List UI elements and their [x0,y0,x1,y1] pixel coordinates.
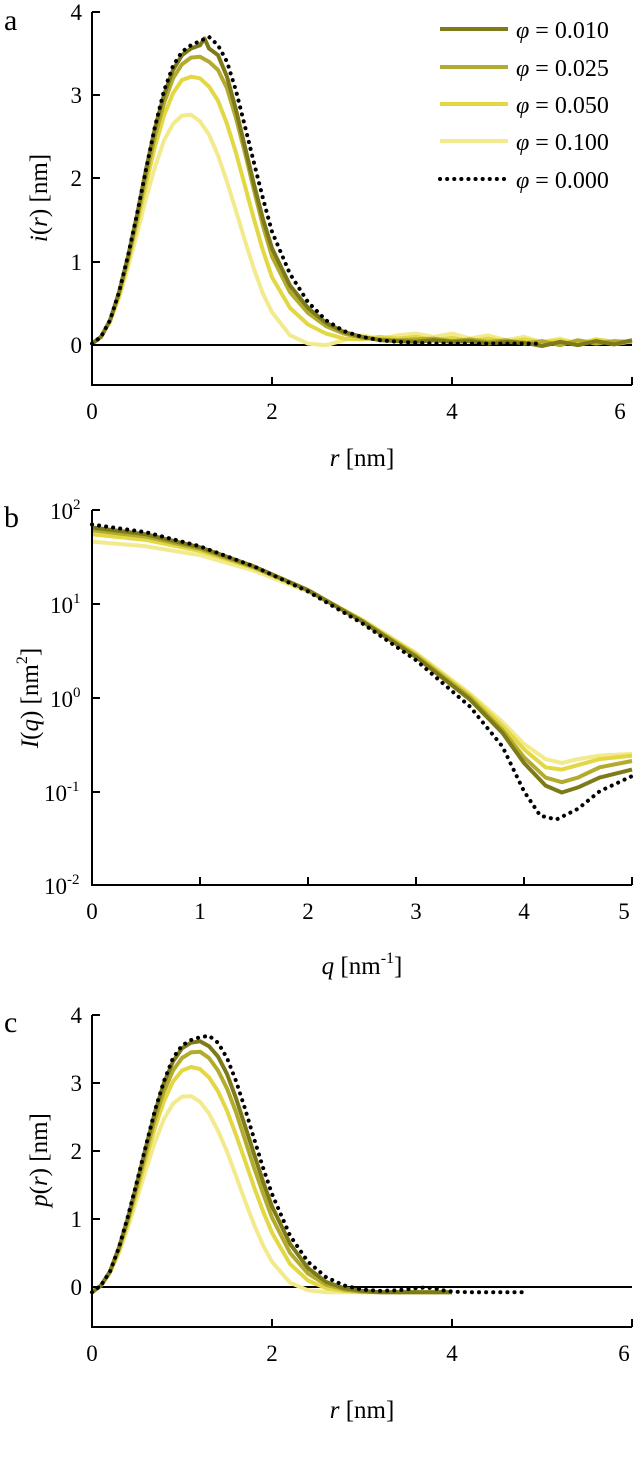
legend-entry: φ = 0.100 [440,130,609,156]
panel-a-xtick-label: 4 [446,399,458,424]
legend-label: φ = 0.050 [516,93,609,119]
series-line-phi-0-000 [90,34,544,346]
panel-c-ytick-label: 4 [71,1003,83,1028]
panel-b-xtick-label: 4 [518,899,530,924]
series-line-phi-0-000 [90,522,634,822]
series-line-phi-0-050 [91,532,633,772]
panel-a-ytick-label: 0 [71,333,83,358]
legend-label: φ = 0.025 [516,56,609,82]
legend-value: 0.000 [555,168,609,194]
panel-a-ylabel-var: i [26,235,53,242]
panel-c-xlabel: r [nm] [330,1397,395,1424]
panel-a-xlabel-var: r [330,445,340,472]
panel-b-ytick-label: 100 [50,685,81,712]
panel-b-ytick-label: 10-2 [44,872,80,899]
panel-c-ytick-label: 1 [71,1207,83,1232]
panel-a-xtick-label: 6 [614,399,626,424]
series-line-phi-0-100 [91,539,633,765]
panel-b-xlabel: q [nm-1] [322,950,403,980]
legend-value: 0.100 [555,130,609,156]
panel-a-ytick-label: 3 [71,83,83,108]
series-line-phi-0-025 [91,528,633,785]
legend-value: 0.050 [555,93,609,119]
panel-b-ytick-label: 10-1 [44,779,80,806]
panel-a-ytick-label: 4 [71,0,83,25]
panel-b-ytick-label: 101 [50,591,81,618]
legend: φ = 0.010 φ = 0.025 φ = 0.050 φ = 0.100 … [438,18,609,194]
legend-entry: φ = 0.050 [440,93,609,119]
panel-c-ytick-label: 2 [71,1139,83,1164]
panel-b-ytick-label: 102 [50,497,81,524]
legend-value: 0.025 [555,56,609,82]
panel-c-xtick-label: 4 [446,1341,458,1366]
panel-c-letter: c [4,1006,17,1039]
panel-b-series-group [90,522,634,822]
panel-a-ytick-label: 1 [71,250,83,275]
series-line-phi-0-010 [91,525,633,795]
panel-a-xtick-label: 2 [266,399,278,424]
panel-a-series-group [90,34,633,348]
panel-a-ylabel-arg: r [26,217,53,227]
legend-label: φ = 0.010 [516,18,609,44]
legend-label: φ = 0.100 [516,130,609,156]
panel-a-xtick-label: 0 [86,399,98,424]
legend-label: φ = 0.000 [516,168,609,194]
panel-b-xtick-label: 3 [410,899,422,924]
panel-c-ytick-label: 0 [71,1275,83,1300]
legend-entry: φ = 0.010 [440,18,609,44]
panel-c: c 0 1 2 3 4 0 2 4 6 r [nm] p(r) [nm] [4,1003,633,1424]
panel-a-xlabel: r [nm] [330,445,395,472]
panel-a-ytick-label: 2 [71,166,83,191]
panel-b-xtick-label: 1 [194,899,206,924]
panel-b-axes [91,510,632,886]
panel-c-series-group [90,1033,526,1295]
panel-a-ylabel-unit: [nm] [26,154,53,203]
panel-b-ylabel: I(q) [nm2] [14,648,44,749]
panel-a-xlabel-unit: [nm] [346,445,395,472]
panel-c-xtick-label: 6 [618,1341,630,1366]
legend-entry: φ = 0.000 [438,168,609,194]
panel-c-xtick-label: 0 [86,1341,98,1366]
series-line-phi-0-000 [90,1033,526,1295]
panel-b-xtick-label: 0 [86,899,98,924]
panel-c-xtick-label: 2 [266,1341,278,1366]
panel-a-ylabel: i(r) [nm] [26,154,53,242]
panel-b-letter: b [4,501,19,534]
panel-b: b 10-2 10-1 100 101 102 0 1 2 3 4 5 q [n… [4,497,634,980]
legend-value: 0.010 [555,18,609,44]
panel-a: a 0 1 2 3 4 0 2 4 6 r [nm] i(r) [nm] φ = [4,0,633,472]
panel-b-xtick-label: 2 [302,899,314,924]
panel-c-ytick-label: 3 [71,1071,83,1096]
panel-b-xtick-label: 5 [618,899,630,924]
panel-c-ylabel: p(r) [nm] [26,1113,53,1209]
legend-entry: φ = 0.025 [440,56,609,82]
panel-a-letter: a [4,4,17,37]
